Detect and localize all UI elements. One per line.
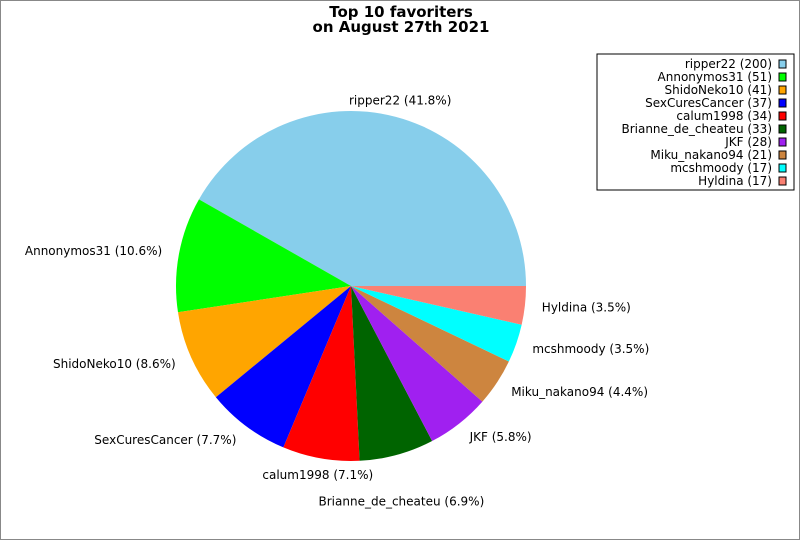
legend-label-ShidoNeko10: ShidoNeko10 (41) [665,83,772,97]
legend-swatch-Annonymos31 [778,72,787,82]
legend-label-Annonymos31: Annonymos31 (51) [658,70,772,84]
slice-label-JKF: JKF (5.8%) [469,430,532,444]
pie-slice-JKF [351,286,483,442]
pie-slice-ShidoNeko10 [177,286,351,398]
legend-swatch-ShidoNeko10 [778,85,787,95]
legend-swatch-calum1998 [778,111,787,121]
pie-slice-mcshmoody [351,286,522,362]
slice-label-Brianne_de_cheateu: Brianne_de_cheateu (6.9%) [319,494,485,508]
legend-swatch-SexCuresCancer [778,98,787,108]
legend-label-SexCuresCancer: SexCuresCancer (37) [645,96,772,110]
legend-swatch-ripper22 [778,59,787,69]
legend-swatch-mcshmoody [778,163,787,173]
legend-swatch-Miku_nakano94 [778,150,787,160]
chart-title-line-1: Top 10 favoriters [329,3,473,21]
slice-label-ripper22: ripper22 (41.8%) [349,93,451,107]
legend-swatch-JKF [778,137,787,147]
legend-box [596,53,795,191]
slice-label-Annonymos31: Annonymos31 (10.6%) [25,244,162,258]
slice-label-mcshmoody: mcshmoody (3.5%) [532,342,649,356]
legend-label-calum1998: calum1998 (34) [676,109,772,123]
slice-label-calum1998: calum1998 (7.1%) [262,468,373,482]
legend-swatch-Hyldina [778,176,787,186]
legend-label-Hyldina: Hyldina (17) [698,174,772,188]
legend-label-mcshmoody: mcshmoody (17) [670,161,772,175]
legend-label-Brianne_de_cheateu: Brianne_de_cheateu (33) [621,122,772,136]
pie-slice-SexCuresCancer [215,286,351,448]
legend-label-Miku_nakano94: Miku_nakano94 (21) [650,148,772,162]
legend-label-JKF: JKF (28) [724,135,772,149]
pie-slice-ripper22 [198,110,526,286]
legend: ripper22 (200)Annonymos31 (51)ShidoNeko1… [596,53,795,191]
slice-label-ShidoNeko10: ShidoNeko10 (8.6%) [53,357,176,371]
pie-slice-Brianne_de_cheateu [351,286,433,461]
pie-slice-Annonymos31 [176,199,351,313]
chart-title-line-2: on August 27th 2021 [313,18,490,36]
pie-slice-Hyldina [351,286,526,325]
slice-label-SexCuresCancer: SexCuresCancer (7.7%) [94,433,236,447]
pie-slice-Miku_nakano94 [351,286,509,402]
legend-swatch-Brianne_de_cheateu [778,124,787,134]
slice-label-Hyldina: Hyldina (3.5%) [542,300,631,314]
slice-label-Miku_nakano94: Miku_nakano94 (4.4%) [511,385,648,399]
pie-slice-calum1998 [283,286,360,461]
legend-label-ripper22: ripper22 (200) [685,57,772,71]
